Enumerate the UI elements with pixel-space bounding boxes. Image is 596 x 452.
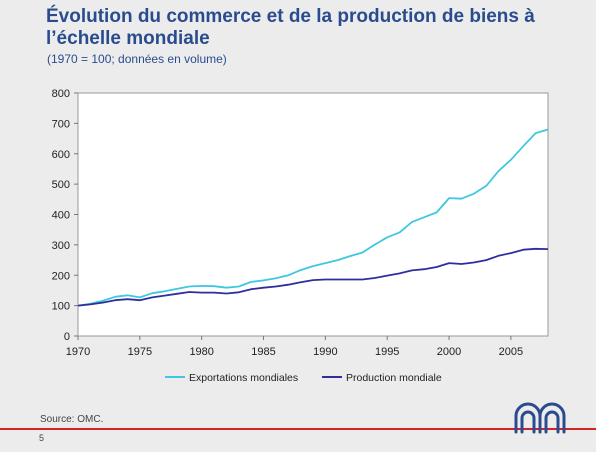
page-number: 5: [39, 433, 45, 443]
x-tick-label: 1990: [313, 346, 337, 358]
y-tick-label: 400: [52, 210, 70, 222]
slide-title: Évolution du commerce et de la productio…: [46, 6, 535, 49]
wto-logo: [514, 402, 566, 434]
legend-label-1: Exportations mondiales: [189, 372, 298, 384]
y-tick-label: 100: [52, 301, 70, 313]
y-tick-label: 700: [52, 118, 70, 130]
y-tick-label: 300: [52, 240, 70, 252]
slide-subtitle: (1970 = 100; données en volume): [47, 52, 227, 66]
series-line-2: [77, 247, 549, 307]
series-line-1: [77, 128, 549, 307]
x-tick-label: 1970: [66, 346, 90, 358]
x-tick-label: 1975: [128, 346, 152, 358]
y-tick-label: 500: [52, 179, 70, 191]
source-note: Source: OMC.: [40, 414, 104, 425]
x-tick-label: 1985: [251, 346, 275, 358]
y-tick-label: 0: [64, 331, 70, 343]
x-tick-label: 2000: [437, 346, 461, 358]
x-tick-label: 1995: [375, 346, 399, 358]
y-tick-label: 600: [52, 149, 70, 161]
legend-label-2: Production mondiale: [346, 372, 442, 384]
y-tick-label: 200: [52, 270, 70, 282]
plot-area: [77, 92, 549, 337]
y-tick-label: 800: [52, 88, 70, 100]
x-tick-label: 1980: [189, 346, 213, 358]
footer-divider: [0, 428, 596, 430]
x-tick-label: 2005: [499, 346, 523, 358]
